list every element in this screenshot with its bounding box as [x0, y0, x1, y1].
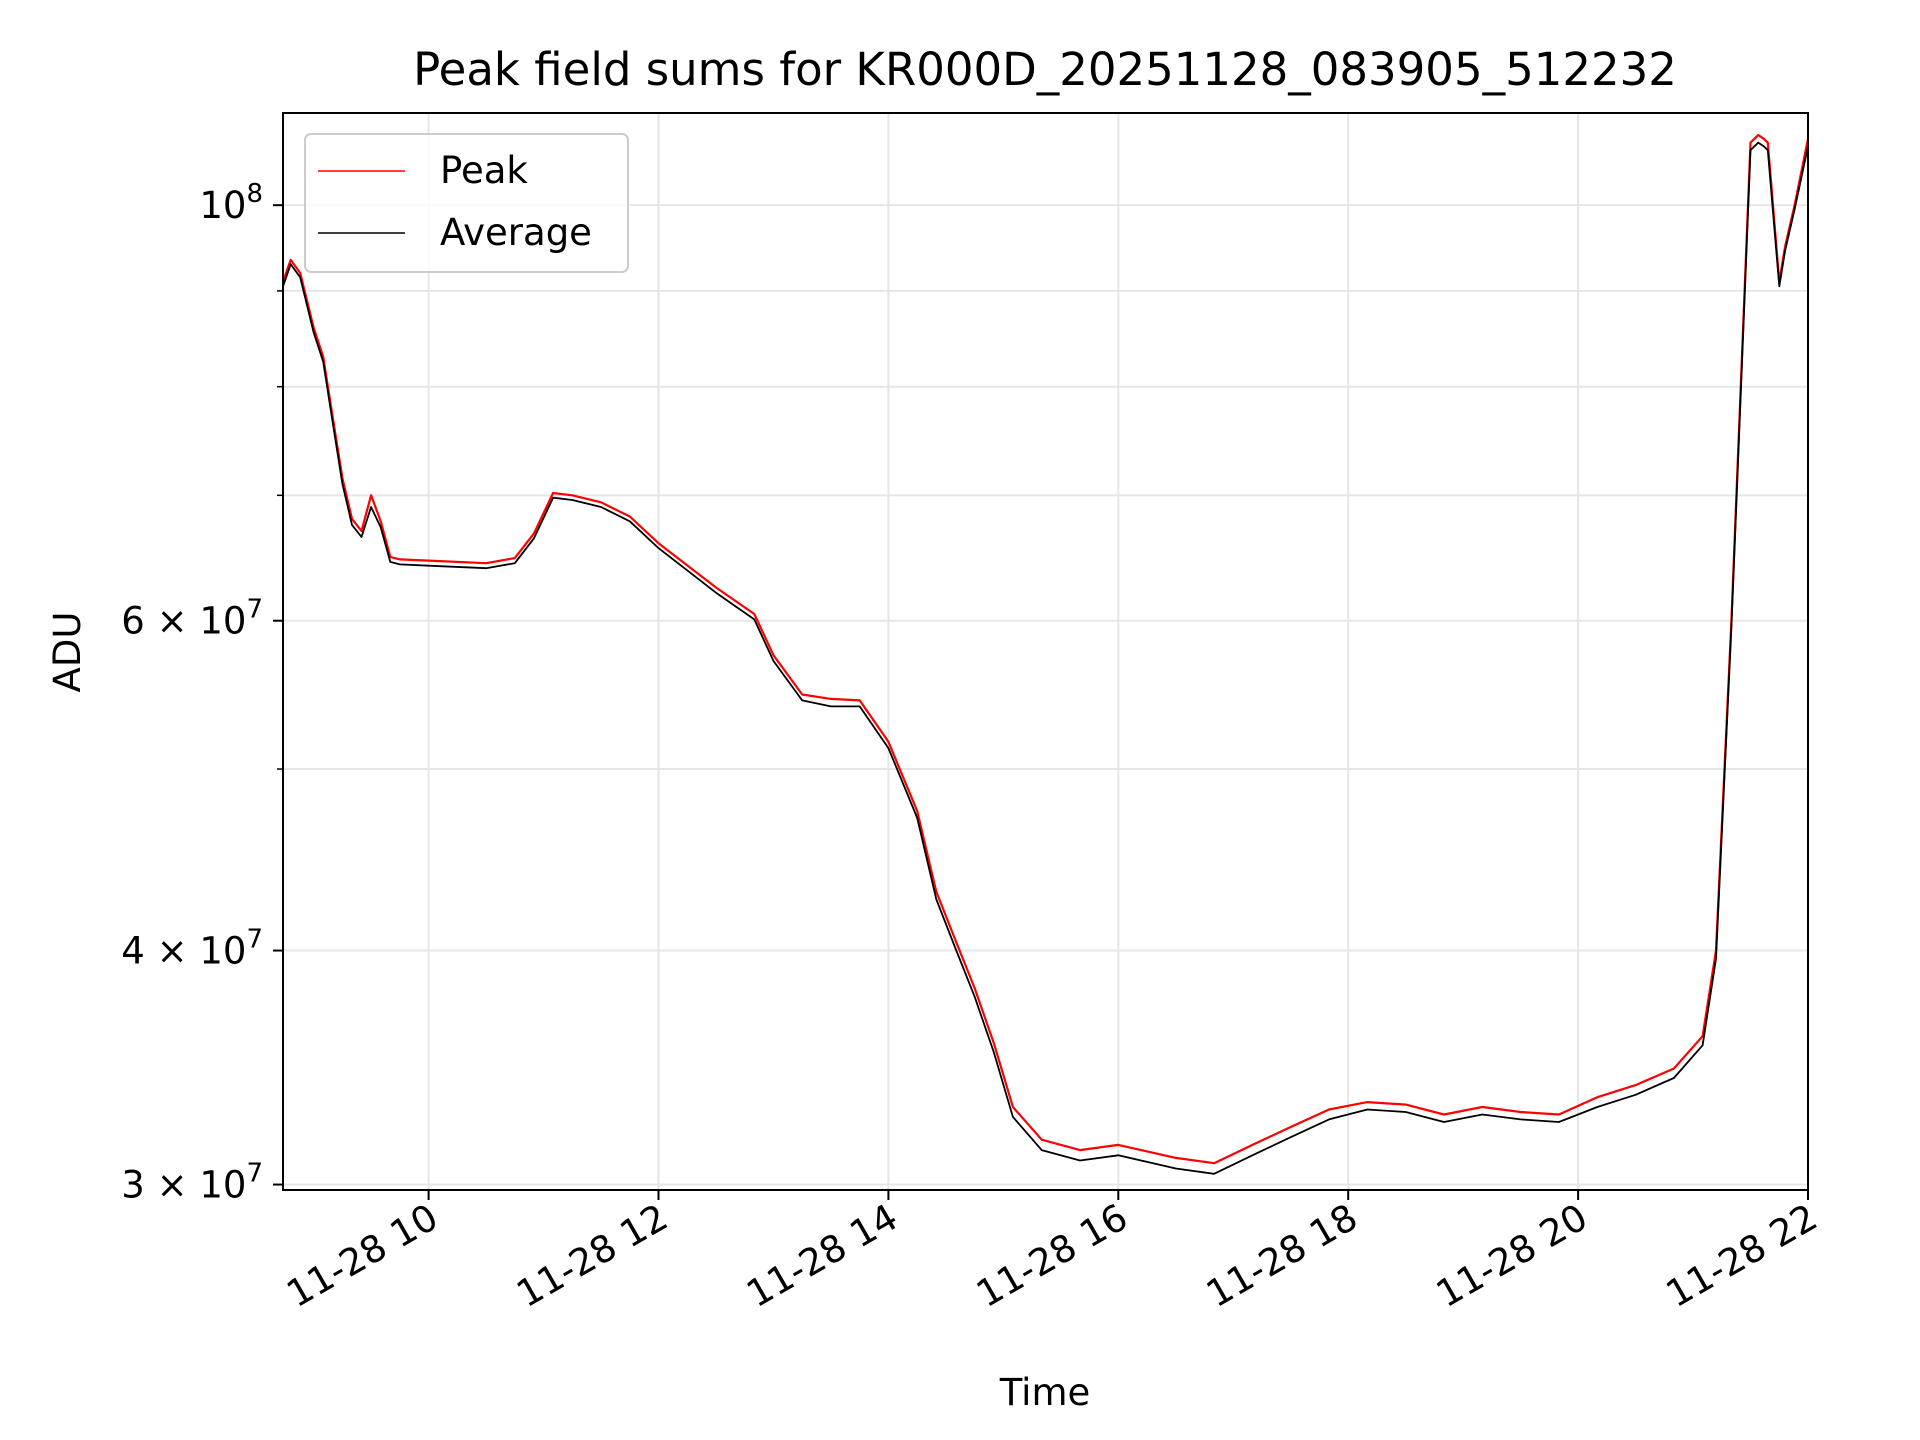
y-tick-label: 3 × 107: [121, 1159, 263, 1207]
plot-frame: [282, 112, 1809, 1191]
legend-box: [304, 133, 629, 273]
series-line-peak: [281, 134, 1810, 1165]
grid: [283, 113, 1809, 1190]
legend: Peak Average: [304, 133, 629, 273]
y-tick-label: 108: [199, 179, 263, 227]
x-axis-label: Time: [999, 1371, 1091, 1414]
legend-label-peak: Peak: [440, 149, 528, 192]
y-axis-label: ADU: [46, 612, 89, 693]
legend-label-average: Average: [440, 211, 592, 254]
chart-title: Peak field sums for KR000D_20251128_0839…: [413, 43, 1677, 96]
y-tick-label: 4 × 107: [121, 925, 263, 973]
series-layer: [281, 134, 1810, 1175]
series-line-average: [282, 141, 1809, 1175]
y-tick-label: 6 × 107: [121, 595, 263, 643]
